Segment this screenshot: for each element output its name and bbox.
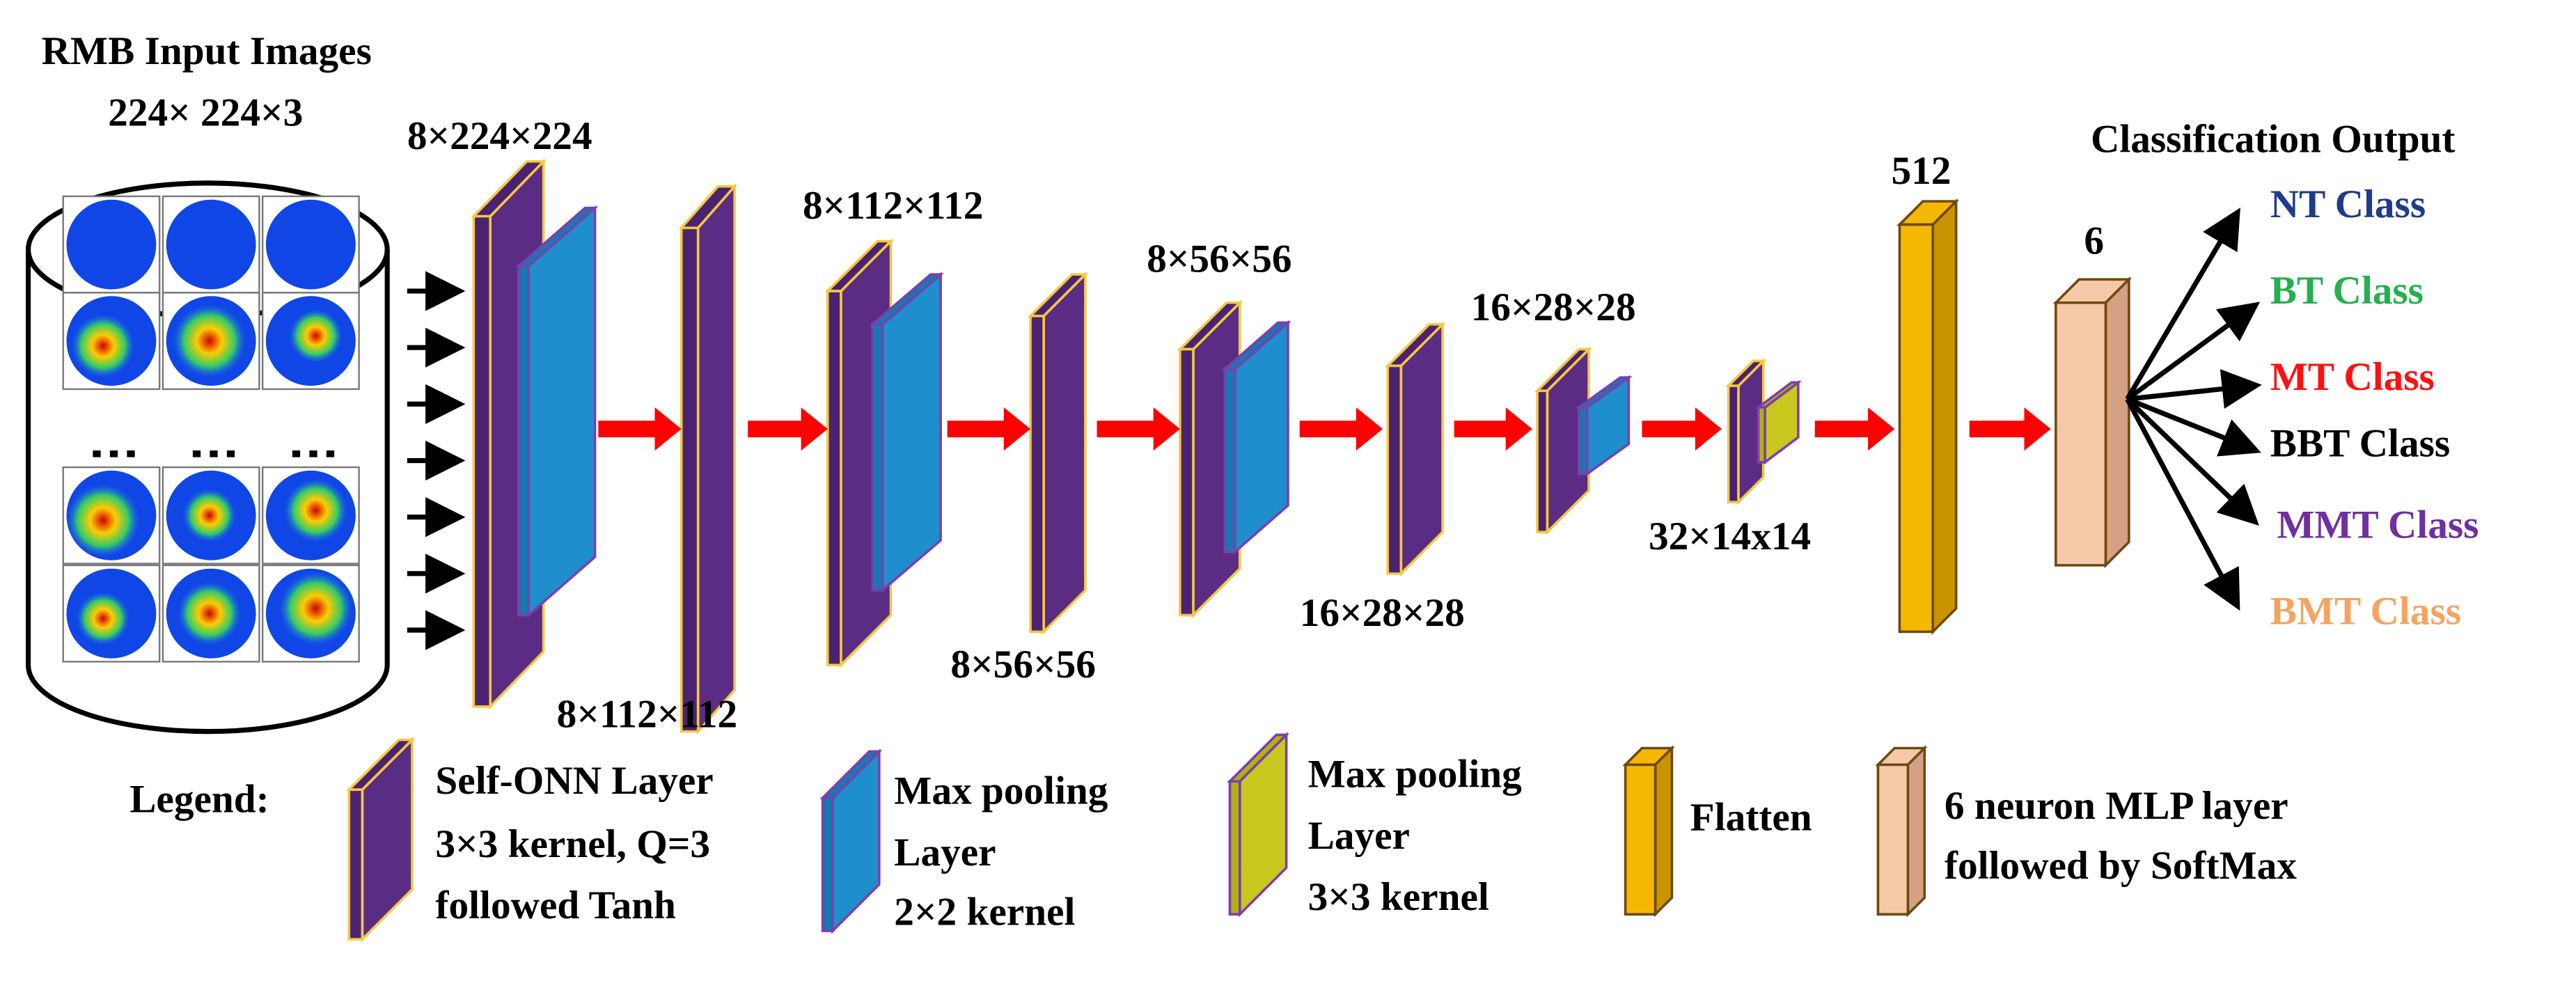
ellipsis-dots: ⋮ (287, 429, 342, 479)
flatten-layer (1931, 198, 1958, 635)
mlp-layer (2104, 276, 2130, 569)
flow-arrow (1454, 407, 1532, 451)
input-image (166, 199, 256, 290)
layer-label: 512 (1892, 149, 1951, 193)
output-arrow (2125, 207, 2240, 401)
self-onn-layer (1727, 384, 1740, 504)
flow-arrow (1969, 407, 2051, 451)
heat-blob (66, 483, 140, 557)
heat-blob (289, 309, 343, 363)
self-onn-layer (826, 290, 842, 666)
maxpool-layer (527, 205, 597, 618)
heat-blob (173, 304, 246, 378)
heat-blob (71, 314, 135, 378)
layer-label: 8×112×112 (803, 184, 983, 228)
self-onn-layer (1536, 389, 1549, 533)
class-label: MMT Class (2277, 503, 2479, 547)
layer-label: 8×56×56 (950, 643, 1095, 686)
legend-icon (1906, 745, 1926, 918)
output-arrow (2126, 397, 2259, 526)
legend-icon (1228, 780, 1241, 916)
legend-title: Legend: (129, 777, 269, 821)
class-label: NT Class (2270, 182, 2426, 226)
legend-icon (1876, 763, 1910, 916)
legend-text: Max pooling (1308, 753, 1522, 796)
maxpool-layer (871, 323, 884, 592)
class-label: BBT Class (2270, 422, 2450, 466)
maxpool-layer (1577, 406, 1589, 476)
flow-arrow (1642, 407, 1722, 451)
legend-icon (1238, 732, 1288, 918)
self-onn-layer (1029, 315, 1045, 634)
input-size: 224× 224×3 (108, 91, 303, 135)
legend-text: Layer (894, 831, 996, 874)
layer-label: 16×28×28 (1300, 591, 1465, 635)
output-arrow (2126, 301, 2261, 402)
self-onn-layer (696, 182, 736, 735)
class-label: BMT Class (2270, 590, 2461, 634)
layer-label: 32×14x14 (1649, 515, 1811, 558)
self-onn-layer (1386, 364, 1403, 575)
ellipsis-dots: ⋮ (87, 429, 142, 479)
ellipsis-dots: ⋮ (187, 429, 242, 479)
shapes: ⋮ ⋮ ⋮ (26, 158, 2262, 943)
flow-arrow (1097, 407, 1180, 451)
legend-text: followed Tanh (435, 884, 675, 927)
input-title: RMB Input Images (42, 29, 372, 73)
class-label: MT Class (2270, 355, 2435, 399)
legend-icon (821, 796, 834, 932)
self-onn-layer (1179, 347, 1195, 617)
legend-text: Layer (1308, 814, 1410, 858)
input-image (66, 199, 157, 290)
legend-icon (1624, 763, 1657, 916)
legend-icon (1654, 745, 1674, 918)
output-arrow (2125, 398, 2240, 611)
layer-label: 6 (2084, 219, 2104, 262)
self-onn-layer (1399, 321, 1444, 577)
output-title: Classification Output (2091, 118, 2456, 162)
legend-text: followed by SoftMax (1945, 844, 2297, 888)
maxpool-layer (1757, 406, 1766, 464)
flow-arrow (748, 407, 828, 451)
output-arrow (2127, 369, 2262, 409)
legend-icon (347, 788, 364, 941)
maxpool-layer (517, 265, 530, 617)
heat-blob (76, 592, 130, 645)
flow-arrow (1299, 407, 1383, 451)
heat-blob (284, 478, 347, 542)
legend-text: 3×3 kernel, Q=3 (435, 822, 710, 866)
maxpool-layer (1223, 368, 1236, 554)
legend-text: Flatten (1690, 796, 1812, 840)
legend-text: 3×3 kernel (1308, 875, 1489, 919)
legend-icon (831, 748, 881, 934)
self-onn-layer (680, 226, 700, 733)
mlp-layer (2055, 301, 2107, 567)
self-onn-layer (1042, 271, 1087, 635)
heat-blob (279, 572, 353, 645)
layer-label: 8×56×56 (1147, 237, 1291, 281)
flow-arrow (598, 407, 682, 451)
flatten-layer (1898, 223, 1934, 634)
layer-label: 8×112×112 (557, 693, 737, 737)
class-label: BT Class (2270, 269, 2424, 313)
flow-arrow (947, 407, 1030, 451)
flow-arrow (1814, 407, 1895, 451)
output-arrow (2126, 396, 2261, 457)
legend-text: 2×2 kernel (894, 890, 1075, 934)
legend-text: Self-ONN Layer (435, 759, 713, 803)
self-onn-layer (472, 214, 492, 708)
input-image (265, 199, 356, 290)
layer-label: 8×224×224 (407, 114, 592, 158)
heat-blob (182, 489, 236, 542)
layer-label: 16×28×28 (1471, 285, 1636, 329)
legend-text: Max pooling (894, 769, 1108, 813)
heat-blob (178, 581, 242, 645)
maxpool-layer (881, 272, 942, 593)
legend-text: 6 neuron MLP layer (1945, 784, 2288, 828)
